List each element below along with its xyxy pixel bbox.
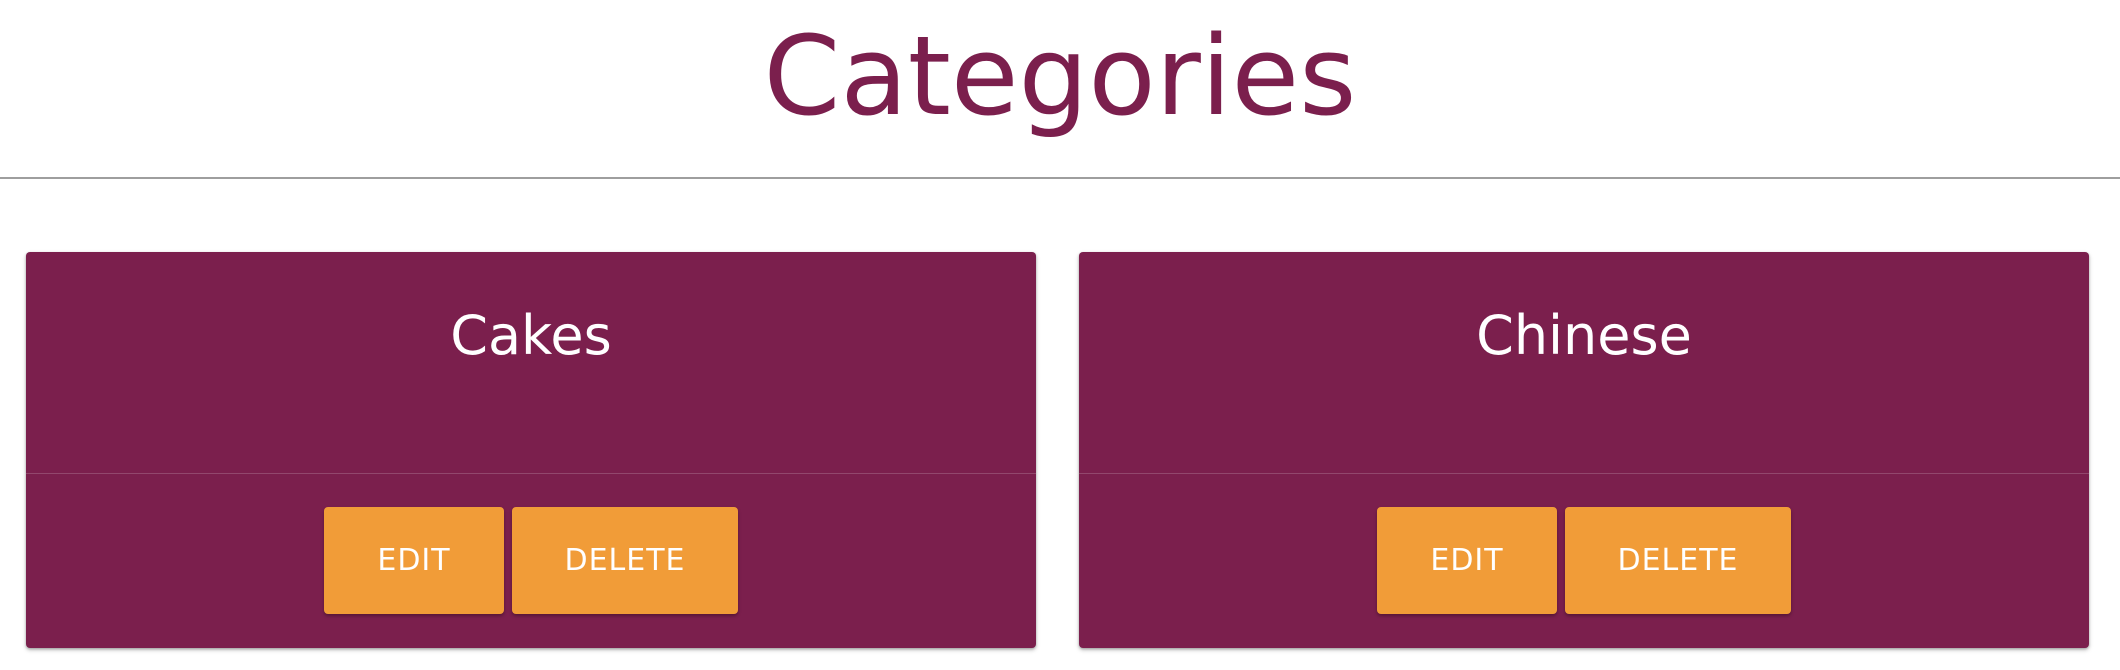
category-name: Chinese [1476,304,1692,367]
category-card-chinese: Chinese EDIT DELETE [1079,252,2089,648]
header-divider [0,177,2120,179]
edit-button[interactable]: EDIT [1377,507,1557,614]
page-title: Categories [763,12,1357,140]
card-actions: EDIT DELETE [26,507,1036,614]
card-divider [26,473,1036,474]
card-actions: EDIT DELETE [1079,507,2089,614]
category-card-cakes: Cakes EDIT DELETE [26,252,1036,648]
delete-button[interactable]: DELETE [1565,507,1791,614]
card-divider [1079,473,2089,474]
delete-button[interactable]: DELETE [512,507,738,614]
edit-button[interactable]: EDIT [324,507,504,614]
category-name: Cakes [450,304,612,367]
